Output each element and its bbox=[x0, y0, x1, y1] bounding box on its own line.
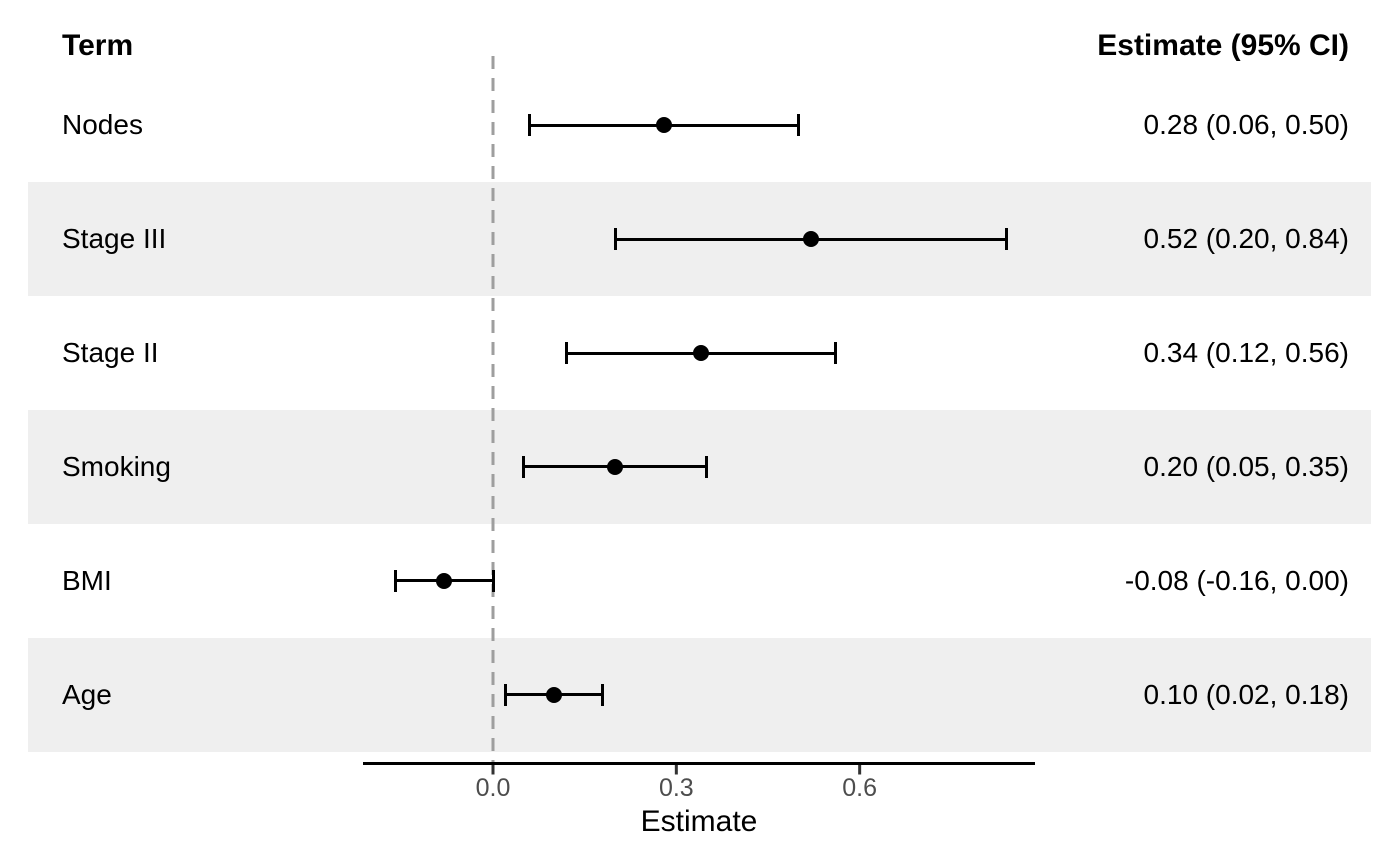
ci-cap-left bbox=[503, 683, 507, 706]
estimate-point bbox=[656, 117, 673, 134]
ci-cap-right bbox=[705, 455, 709, 478]
column-header-estimate: Estimate (95% CI) bbox=[1097, 29, 1349, 62]
ci-cap-right bbox=[1004, 228, 1008, 251]
ci-cap-left bbox=[564, 342, 568, 365]
term-label: Stage III bbox=[62, 223, 167, 255]
ci-cap-left bbox=[613, 228, 617, 251]
column-header-term: Term bbox=[62, 29, 134, 62]
estimate-ci-label: 0.28 (0.06, 0.50) bbox=[1143, 109, 1349, 141]
term-label: Age bbox=[62, 678, 112, 710]
x-tick-label: 0.6 bbox=[842, 774, 878, 802]
estimate-point bbox=[692, 345, 709, 362]
estimate-ci-label: -0.08 (-0.16, 0.00) bbox=[1124, 564, 1349, 596]
x-tick-label: 0.3 bbox=[658, 774, 694, 802]
row-stripe bbox=[28, 637, 1371, 752]
x-tick-label: 0.0 bbox=[475, 774, 511, 802]
term-label: Smoking bbox=[62, 450, 171, 482]
ci-cap-right bbox=[601, 683, 605, 706]
term-label: Nodes bbox=[62, 109, 143, 141]
term-label: BMI bbox=[62, 564, 112, 596]
estimate-point bbox=[436, 572, 453, 589]
ci-cap-right bbox=[491, 569, 495, 592]
estimate-point bbox=[607, 458, 624, 475]
estimate-point bbox=[802, 231, 819, 248]
estimate-point bbox=[546, 686, 563, 703]
ci-cap-left bbox=[522, 455, 526, 478]
x-axis-title: Estimate bbox=[640, 805, 758, 838]
estimate-ci-label: 0.10 (0.02, 0.18) bbox=[1143, 678, 1349, 710]
ci-cap-left bbox=[393, 569, 397, 592]
ci-cap-right bbox=[797, 114, 801, 137]
estimate-ci-label: 0.34 (0.12, 0.56) bbox=[1143, 337, 1349, 369]
estimate-ci-label: 0.52 (0.20, 0.84) bbox=[1143, 223, 1349, 255]
ci-cap-right bbox=[833, 342, 837, 365]
estimate-ci-label: 0.20 (0.05, 0.35) bbox=[1143, 450, 1349, 482]
ci-cap-left bbox=[528, 114, 532, 137]
term-label: Stage II bbox=[62, 337, 159, 369]
